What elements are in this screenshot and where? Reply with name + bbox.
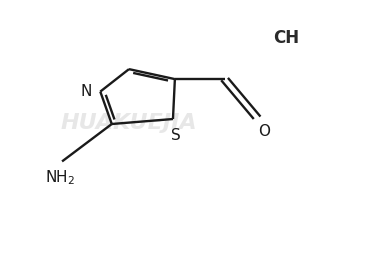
Text: O: O xyxy=(258,123,270,138)
Text: S: S xyxy=(171,127,181,142)
Text: NH$_2$: NH$_2$ xyxy=(45,168,75,187)
Text: N: N xyxy=(81,84,92,99)
Text: CH: CH xyxy=(273,29,299,46)
Text: HUAKUEJIA: HUAKUEJIA xyxy=(60,112,197,132)
